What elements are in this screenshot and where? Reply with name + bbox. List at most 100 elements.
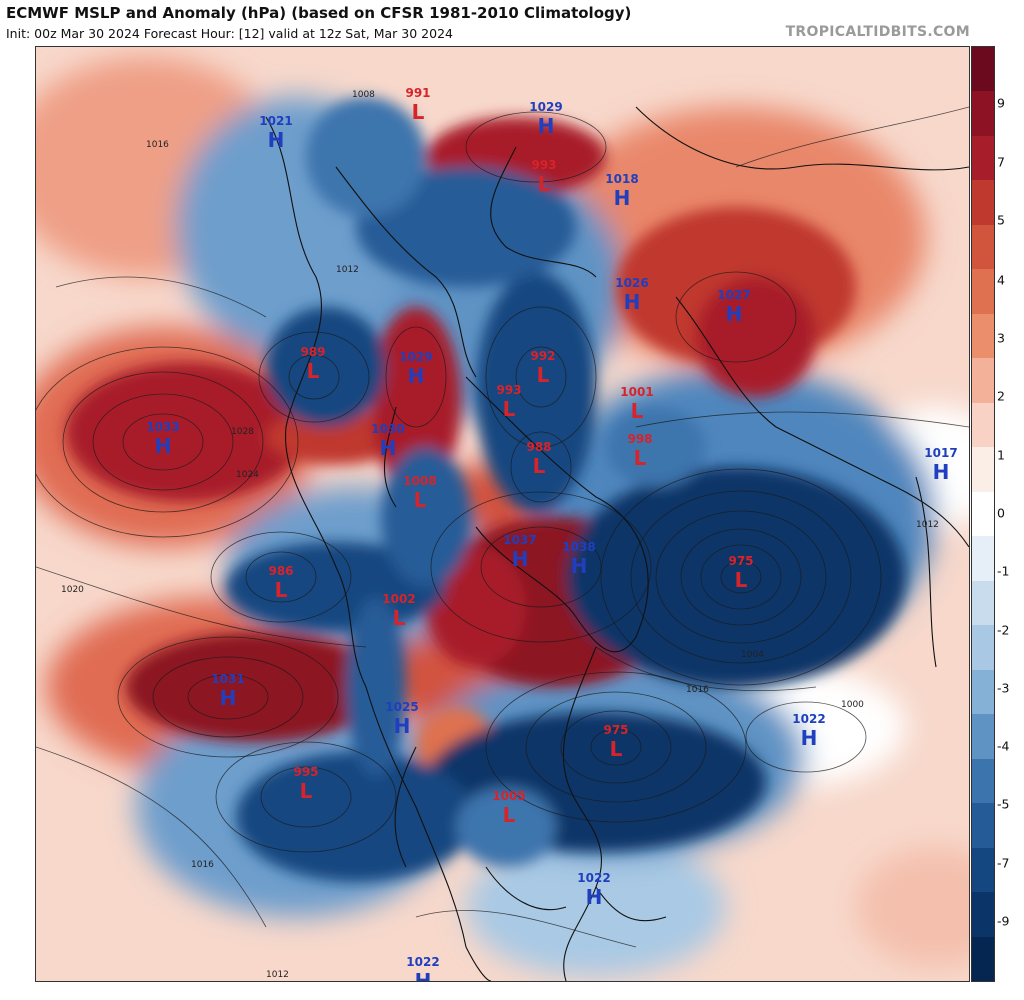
isobar-label: 1016 bbox=[146, 140, 169, 150]
svg-text:993: 993 bbox=[496, 383, 521, 397]
anomaly-colorbar bbox=[971, 46, 995, 982]
isobar-label: 1028 bbox=[231, 427, 254, 437]
colorbar-segment bbox=[972, 313, 994, 359]
svg-text:986: 986 bbox=[268, 564, 293, 578]
svg-text:1025: 1025 bbox=[385, 700, 418, 714]
svg-text:1030: 1030 bbox=[371, 422, 404, 436]
svg-text:H: H bbox=[380, 436, 397, 460]
colorbar-segment bbox=[972, 491, 994, 537]
colorbar-segment bbox=[972, 758, 994, 804]
colorbar-tick-label: 2 bbox=[997, 388, 1005, 404]
svg-text:1001: 1001 bbox=[620, 385, 653, 399]
svg-text:1026: 1026 bbox=[615, 276, 648, 290]
svg-text:975: 975 bbox=[728, 554, 753, 568]
svg-text:H: H bbox=[408, 364, 425, 388]
colorbar-segment bbox=[972, 180, 994, 226]
svg-text:1029: 1029 bbox=[399, 350, 432, 364]
svg-text:L: L bbox=[414, 488, 427, 512]
svg-text:L: L bbox=[634, 446, 647, 470]
svg-text:1037: 1037 bbox=[503, 533, 536, 547]
colorbar-tick-label: 0 bbox=[997, 505, 1005, 521]
colorbar-segment bbox=[972, 892, 994, 938]
svg-text:H: H bbox=[624, 290, 641, 314]
svg-text:H: H bbox=[586, 885, 603, 909]
colorbar-tick-label: 5 bbox=[997, 212, 1005, 228]
svg-text:L: L bbox=[503, 397, 516, 421]
svg-text:1031: 1031 bbox=[211, 672, 244, 686]
svg-text:H: H bbox=[155, 434, 172, 458]
svg-text:975: 975 bbox=[603, 723, 628, 737]
isobar-value-labels: 1008 1016 1012 1020 1024 1028 1004 1000 … bbox=[61, 90, 939, 980]
colorbar-segment bbox=[972, 135, 994, 181]
isobar-label: 1016 bbox=[191, 860, 214, 870]
svg-text:L: L bbox=[412, 100, 425, 124]
svg-text:998: 998 bbox=[627, 432, 652, 446]
colorbar-segment bbox=[972, 936, 994, 981]
svg-text:1027: 1027 bbox=[717, 288, 750, 302]
chart-subtitle: Init: 00z Mar 30 2024 Forecast Hour: [12… bbox=[6, 26, 453, 41]
svg-text:H: H bbox=[538, 114, 555, 138]
credit-text: TROPICALTIDBITS.COM bbox=[785, 24, 970, 40]
colorbar-segment bbox=[972, 358, 994, 404]
svg-text:1017: 1017 bbox=[924, 446, 957, 460]
svg-text:1038: 1038 bbox=[562, 540, 595, 554]
svg-text:1021: 1021 bbox=[259, 114, 292, 128]
svg-text:993: 993 bbox=[531, 158, 556, 172]
svg-text:L: L bbox=[538, 172, 551, 196]
svg-text:995: 995 bbox=[293, 765, 318, 779]
svg-text:H: H bbox=[614, 186, 631, 210]
isobar-label: 1008 bbox=[352, 90, 375, 100]
colorbar-tick-label: -7 bbox=[997, 855, 1010, 871]
colorbar-segment bbox=[972, 402, 994, 448]
colorbar-segment bbox=[972, 669, 994, 715]
colorbar-segment bbox=[972, 224, 994, 270]
isobar-label: 1012 bbox=[916, 520, 939, 530]
mslp-anomaly-map: 1008 1016 1012 1020 1024 1028 1004 1000 … bbox=[36, 47, 969, 981]
svg-text:L: L bbox=[307, 359, 320, 383]
svg-text:992: 992 bbox=[530, 349, 555, 363]
colorbar-segment bbox=[972, 536, 994, 582]
map-panel: 1008 1016 1012 1020 1024 1028 1004 1000 … bbox=[35, 46, 970, 982]
svg-text:1033: 1033 bbox=[146, 420, 179, 434]
colorbar-tick-label: 9 bbox=[997, 95, 1005, 111]
svg-text:1029: 1029 bbox=[529, 100, 562, 114]
colorbar-tick-label: -4 bbox=[997, 738, 1010, 754]
svg-text:1022: 1022 bbox=[406, 955, 439, 969]
colorbar-tick-label: 1 bbox=[997, 447, 1005, 463]
svg-text:H: H bbox=[933, 460, 950, 484]
isobar-label: 1000 bbox=[841, 700, 864, 710]
svg-text:L: L bbox=[275, 578, 288, 602]
colorbar-segment bbox=[972, 47, 994, 93]
svg-text:L: L bbox=[533, 454, 546, 478]
colorbar-tick-label: -9 bbox=[997, 913, 1010, 929]
colorbar-segment bbox=[972, 447, 994, 493]
colorbar-tick-label: 7 bbox=[997, 154, 1005, 170]
svg-text:991: 991 bbox=[405, 86, 430, 100]
svg-text:L: L bbox=[393, 606, 406, 630]
colorbar-segment bbox=[972, 580, 994, 626]
colorbar-segment bbox=[972, 803, 994, 849]
colorbar-tick-label: -5 bbox=[997, 796, 1010, 812]
isobar-label: 1012 bbox=[336, 265, 359, 275]
coastlines bbox=[265, 106, 969, 981]
colorbar-tick-label: -1 bbox=[997, 563, 1010, 579]
svg-text:L: L bbox=[537, 363, 550, 387]
